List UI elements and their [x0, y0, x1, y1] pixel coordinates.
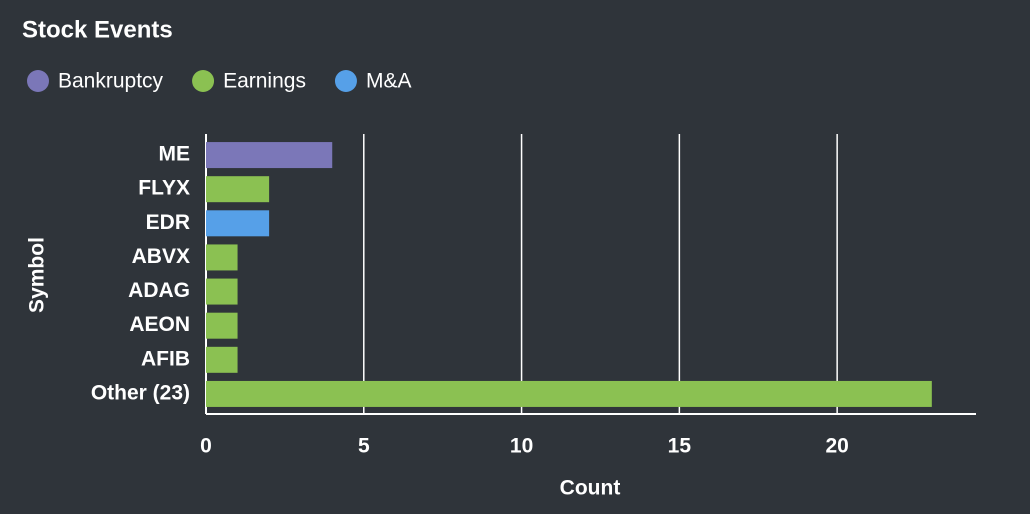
bar [206, 380, 932, 407]
y-tick-label: AFIB [141, 347, 190, 370]
legend-label: M&A [366, 70, 412, 93]
bar [206, 210, 270, 237]
legend-swatch [192, 70, 215, 92]
y-tick-label: ADAG [128, 279, 190, 302]
y-tick-label: AEON [129, 313, 190, 336]
x-tick-label: 0 [200, 435, 212, 458]
bar [206, 244, 238, 271]
y-tick-label: EDR [146, 211, 190, 234]
bar [206, 278, 238, 305]
x-tick-label: 10 [510, 435, 533, 458]
legend-label: Earnings [223, 70, 306, 93]
x-tick-label: 20 [825, 435, 848, 458]
legend-swatch [334, 70, 357, 92]
chart-title: Stock Events [22, 16, 173, 43]
y-tick-label: FLYX [138, 177, 190, 200]
y-tick-label: ME [159, 143, 191, 166]
bar [206, 176, 270, 203]
legend-label: Bankruptcy [58, 70, 164, 93]
y-tick-label: Other (23) [91, 381, 190, 404]
y-axis-label: Symbol [26, 237, 49, 313]
x-axis-label: Count [560, 477, 621, 500]
y-tick-label: ABVX [132, 245, 190, 268]
bar [206, 346, 238, 373]
x-tick-label: 15 [668, 435, 692, 458]
legend-swatch [27, 70, 49, 92]
bar [206, 142, 333, 169]
bar [206, 312, 238, 339]
x-tick-label: 5 [358, 435, 370, 458]
